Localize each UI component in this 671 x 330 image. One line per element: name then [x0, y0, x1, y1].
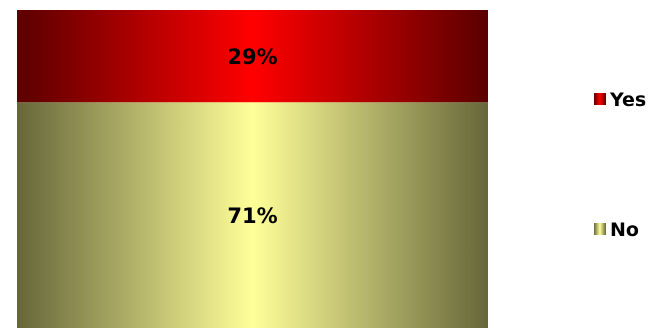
legend-item-no: No	[594, 219, 639, 241]
data-label-yes: 29%	[227, 45, 277, 69]
data-label-no: 71%	[227, 204, 277, 228]
plot-area: 29% 71%	[17, 10, 488, 328]
legend-label-yes: Yes	[609, 89, 646, 111]
legend-label-no: No	[610, 219, 639, 241]
legend-swatch-yes	[594, 93, 606, 105]
bar-segment-yes	[17, 10, 488, 103]
legend-item-yes: Yes	[594, 89, 646, 111]
legend-swatch-no	[594, 223, 606, 235]
legend: Yes No	[594, 89, 646, 241]
bar-segment-no	[17, 102, 488, 328]
